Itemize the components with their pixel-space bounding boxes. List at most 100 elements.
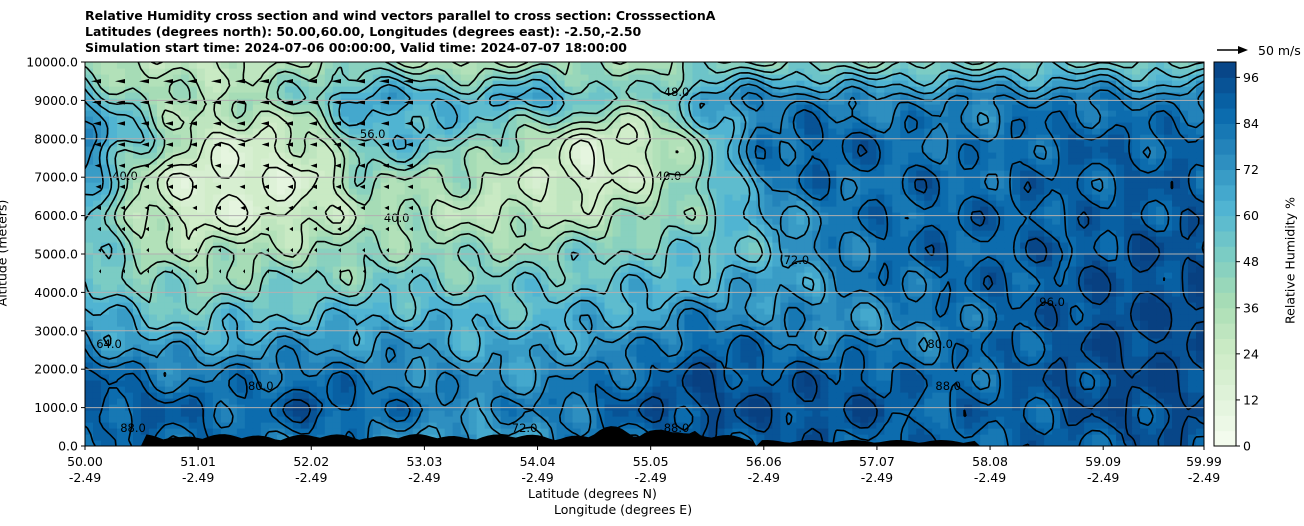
rh-cell [868,392,877,399]
rh-cell [1164,302,1173,309]
rh-cell [1164,236,1173,243]
rh-cell [820,314,829,321]
rh-cell [236,314,246,321]
rh-cell [428,254,438,261]
rh-cell [1148,350,1157,357]
rh-cell [332,266,342,273]
rh-cell [820,362,829,369]
rh-cell [812,356,821,363]
rh-cell [1092,386,1101,393]
rh-cell [236,302,246,309]
rh-cell [868,320,877,327]
rh-cell [644,362,654,369]
rh-cell [1020,248,1029,255]
rh-cell [348,416,358,423]
rh-cell [884,380,893,387]
rh-cell [348,290,358,297]
rh-cell [828,362,837,369]
rh-cell [300,368,310,375]
rh-cell [796,416,805,423]
rh-cell [1156,326,1165,333]
rh-cell [1060,284,1069,291]
rh-cell [660,392,670,399]
rh-cell [172,362,182,369]
rh-cell [660,326,670,333]
rh-cell [332,278,342,285]
rh-cell [1180,278,1189,285]
rh-cell [1124,308,1133,315]
rh-cell [676,284,686,291]
rh-cell [756,248,765,255]
rh-cell [780,410,789,417]
rh-cell [940,248,949,255]
rh-cell [524,428,534,435]
rh-cell [820,422,829,429]
rh-cell [140,326,150,333]
rh-cell [556,242,566,249]
rh-cell [900,428,909,435]
rh-cell [524,320,534,327]
rh-cell [212,368,222,375]
rh-cell [828,260,837,267]
rh-cell [364,362,374,369]
rh-cell [1180,266,1189,273]
rh-cell [412,368,422,375]
rh-cell [620,290,630,297]
rh-cell [1100,320,1109,327]
rh-cell [332,398,342,405]
rh-cell [116,296,126,303]
rh-cell [236,320,246,327]
rh-cell [740,434,749,441]
rh-cell [844,398,853,405]
rh-cell [804,344,813,351]
rh-cell [860,392,869,399]
rh-cell [236,356,246,363]
rh-cell [484,278,494,285]
rh-cell [356,350,366,357]
rh-cell [996,278,1005,285]
rh-cell [652,422,662,429]
rh-cell [1116,368,1125,375]
rh-cell [180,272,190,279]
rh-cell [132,260,142,267]
rh-cell [260,356,270,363]
rh-cell [116,290,126,297]
rh-cell [604,344,614,351]
rh-cell [636,392,646,399]
rh-cell [292,344,302,351]
rh-cell [748,332,757,339]
rh-cell [860,254,869,261]
rh-cell [212,260,222,267]
rh-cell [276,290,286,297]
rh-cell [364,272,374,279]
rh-cell [1084,380,1093,387]
rh-cell [940,374,949,381]
rh-cell [1092,284,1101,291]
rh-cell [85,320,94,327]
rh-cell [420,266,430,273]
rh-cell [1116,374,1125,381]
rh-cell [1012,422,1021,429]
rh-cell [964,368,973,375]
rh-cell [972,356,981,363]
rh-cell [1044,356,1053,363]
rh-cell [996,272,1005,279]
rh-cell [1004,302,1013,309]
rh-cell [948,368,957,375]
rh-cell [556,296,566,303]
rh-cell [612,410,622,417]
rh-cell [412,326,422,333]
rh-cell [596,254,606,261]
rh-cell [316,284,326,291]
rh-cell [124,392,134,399]
rh-cell [860,242,869,249]
rh-cell [860,398,869,405]
rh-cell [1036,242,1045,249]
rh-cell [1036,440,1045,446]
rh-cell [396,434,406,441]
rh-cell [1092,422,1101,429]
rh-cell [276,410,286,417]
rh-cell [404,368,414,375]
rh-cell [500,284,510,291]
rh-cell [588,290,598,297]
